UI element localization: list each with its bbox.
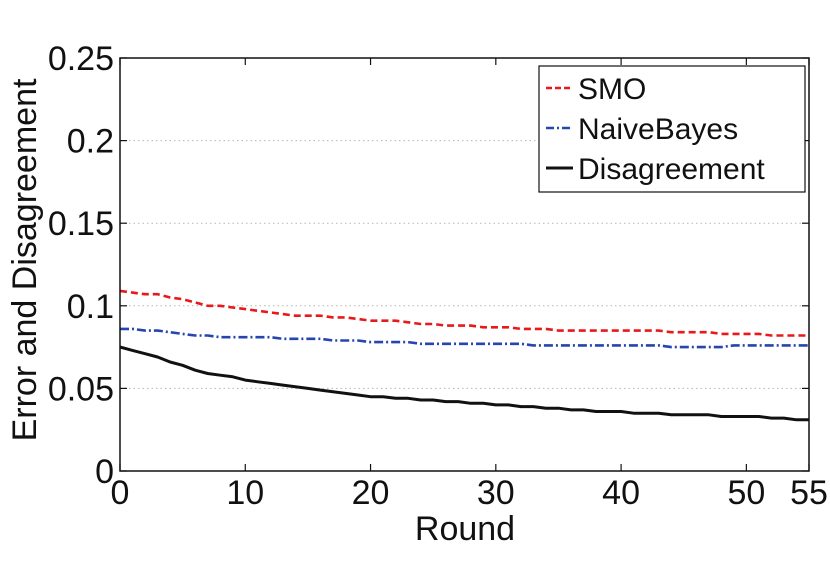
y-tick-label: 0.1 xyxy=(67,288,114,326)
x-tick-labels: 0 10 20 30 40 50 55 xyxy=(111,474,828,512)
legend-label-smo: SMO xyxy=(578,73,646,106)
x-tick-label: 40 xyxy=(602,474,640,512)
x-tick-label: 30 xyxy=(477,474,515,512)
legend: SMO NaiveBayes Disagreement xyxy=(538,65,806,193)
y-tick-label: 0.05 xyxy=(48,370,114,408)
series-lines xyxy=(119,289,809,422)
series-line-naivebayes xyxy=(120,327,809,349)
y-tick-label: 0 xyxy=(95,453,114,491)
legend-box xyxy=(538,65,806,193)
x-tick-label: 0 xyxy=(111,474,130,512)
plot-frame xyxy=(119,57,810,472)
x-tick-label: 50 xyxy=(727,474,765,512)
x-tick-label: 20 xyxy=(352,474,390,512)
y-tick-labels: 0 0.05 0.1 0.15 0.2 0.25 xyxy=(48,40,114,491)
x-axis-title: Round xyxy=(415,510,515,548)
series-line-disagreement xyxy=(119,345,809,422)
y-tick-label: 0.2 xyxy=(67,123,114,161)
y-axis-title: Error and Disagreement xyxy=(6,78,44,441)
legend-label-disagreement: Disagreement xyxy=(578,153,765,186)
y-tick-label: 0.25 xyxy=(48,40,114,78)
legend-label-naivebayes: NaiveBayes xyxy=(578,113,738,146)
series-line-smo xyxy=(119,289,809,337)
x-tick-label: 10 xyxy=(226,474,264,512)
x-tick-label: 55 xyxy=(790,474,828,512)
y-tick-label: 0.15 xyxy=(48,205,114,243)
tick-marks xyxy=(119,57,810,472)
